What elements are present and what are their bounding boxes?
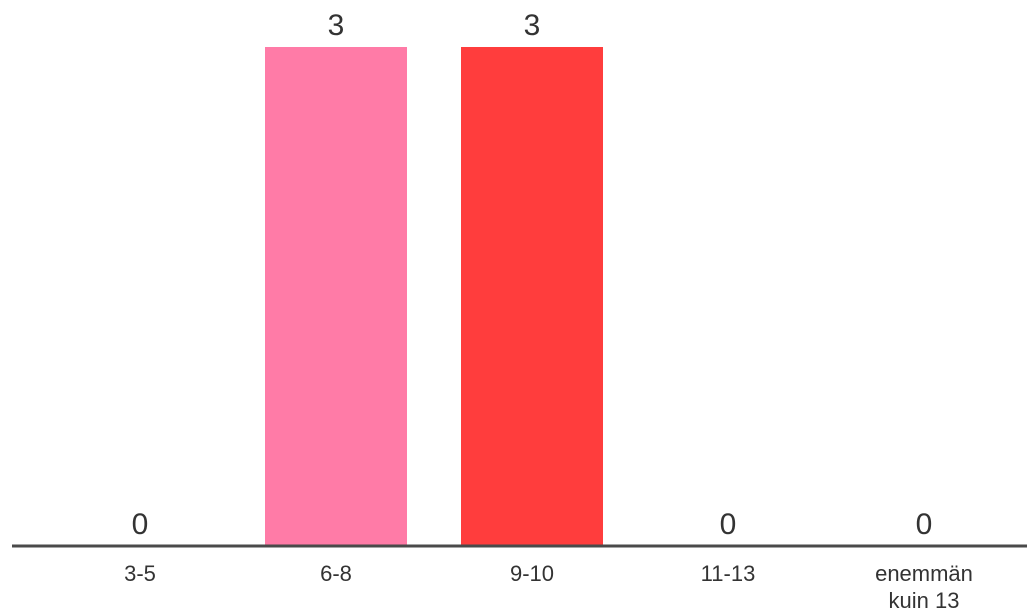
bar-3 (461, 47, 603, 546)
bar-value-label-2: 3 (328, 9, 345, 42)
x-tick-label-5: enemmän kuin 13 (875, 561, 973, 613)
bar-2 (265, 47, 407, 546)
x-tick-label-4: 11-13 (701, 561, 756, 586)
bars-layer (265, 47, 603, 546)
bar-value-label-5: 0 (916, 508, 933, 541)
x-tick-label-1: 3-5 (124, 561, 156, 586)
x-tick-labels-layer: 3-5 6-8 9-10 11-13 enemmän kuin 13 (124, 561, 973, 613)
x-tick-label-line: 3-5 (124, 561, 156, 586)
bar-value-label-4: 0 (720, 508, 737, 541)
bar-value-label-1: 0 (132, 508, 149, 541)
x-tick-label-line: 6-8 (320, 561, 352, 586)
value-labels-layer: 0 3 3 0 0 (132, 9, 933, 541)
x-tick-label-2: 6-8 (320, 561, 352, 586)
x-tick-label-3: 9-10 (510, 561, 554, 586)
x-tick-label-line: enemmän (875, 561, 973, 586)
bar-value-label-3: 3 (524, 9, 541, 42)
x-tick-label-line: 9-10 (510, 561, 554, 586)
x-tick-label-line: 11-13 (701, 561, 756, 586)
x-tick-label-line: kuin 13 (889, 588, 960, 613)
